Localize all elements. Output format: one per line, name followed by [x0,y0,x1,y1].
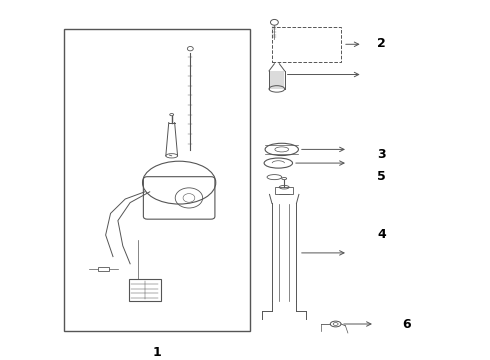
Bar [275,187,293,194]
Bar [98,267,109,271]
Text: 2: 2 [377,37,386,50]
Text: 5: 5 [377,170,386,183]
Text: 4: 4 [377,228,386,240]
Text: 1: 1 [152,346,161,359]
Bar [129,279,161,301]
Bar [64,29,250,331]
Text: 3: 3 [377,148,386,161]
FancyBboxPatch shape [144,177,215,219]
Bar [272,27,341,62]
Text: 6: 6 [402,318,411,330]
